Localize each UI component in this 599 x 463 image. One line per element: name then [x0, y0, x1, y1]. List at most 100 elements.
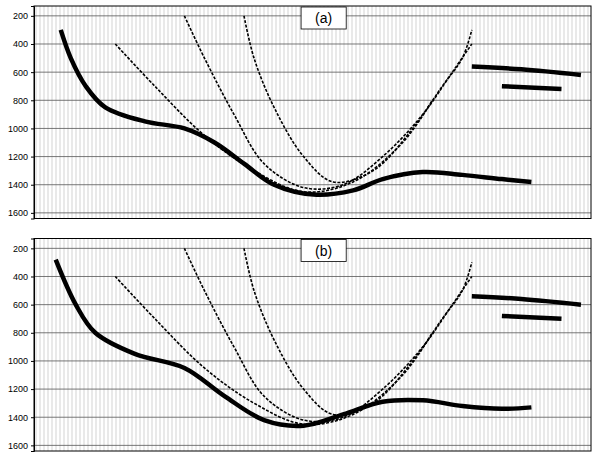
trace-line: [76, 6, 77, 219]
trace-line: [324, 6, 325, 219]
trace-line: [532, 6, 533, 219]
trace-line: [588, 239, 589, 452]
trace-line: [36, 239, 37, 452]
figure: 2004006008001000120014001600(a)200400600…: [0, 0, 599, 463]
trace-line: [64, 239, 65, 452]
panel-title: (a): [315, 10, 332, 26]
trace-line: [232, 239, 233, 452]
tick-mark: [31, 361, 34, 362]
trace-line: [448, 239, 449, 452]
trace-line: [332, 6, 333, 219]
tick-label: 1000: [8, 124, 28, 134]
frame: [34, 239, 591, 452]
trace-line: [196, 6, 197, 219]
trace-line: [404, 6, 405, 219]
trace-line: [148, 6, 149, 219]
grid-line: [34, 332, 591, 333]
trace-line: [368, 239, 369, 452]
trace-line: [396, 239, 397, 452]
trace-line: [460, 6, 461, 219]
trace-line: [448, 6, 449, 219]
title-box: (a): [301, 7, 346, 29]
trace-line: [436, 239, 437, 452]
trace-line: [516, 239, 517, 452]
trace-line: [92, 6, 93, 219]
trace-line: [212, 6, 213, 219]
event-line: [244, 16, 472, 183]
trace-line: [204, 239, 205, 452]
trace-line: [576, 6, 577, 219]
trace-line: [520, 6, 521, 219]
traces: [36, 239, 588, 452]
trace-line: [400, 239, 401, 452]
tick: 800: [13, 328, 34, 338]
trace-line: [484, 239, 485, 452]
trace-line: [172, 6, 173, 219]
trace-line: [168, 6, 169, 219]
event-line: [184, 248, 471, 421]
grid: [34, 16, 591, 213]
trace-line: [360, 239, 361, 452]
trace-line: [440, 6, 441, 219]
tick: 1400: [8, 180, 34, 190]
tick: 1200: [8, 384, 34, 394]
trace-line: [568, 6, 569, 219]
trace-line: [404, 239, 405, 452]
trace-line: [316, 239, 317, 452]
trace-line: [132, 239, 133, 452]
trace-line: [476, 239, 477, 452]
trace-line: [124, 6, 125, 219]
trace-line: [44, 239, 45, 452]
trace-line: [184, 6, 185, 219]
y-axis: 2004006008001000120014001600: [8, 239, 35, 452]
trace-line: [544, 6, 545, 219]
trace-line: [488, 6, 489, 219]
trace-line: [212, 239, 213, 452]
trace-line: [236, 6, 237, 219]
tick: 1000: [8, 124, 34, 134]
trace-line: [300, 239, 301, 452]
trace-line: [296, 6, 297, 219]
trace-line: [464, 6, 465, 219]
trace-line: [128, 6, 129, 219]
trace-line: [456, 6, 457, 219]
title-box: (b): [301, 240, 346, 262]
trace-line: [68, 6, 69, 219]
trace-line: [156, 6, 157, 219]
trace-line: [96, 6, 97, 219]
trace-line: [480, 239, 481, 452]
trace-line: [220, 6, 221, 219]
trace-line: [328, 6, 329, 219]
trace-line: [264, 6, 265, 219]
trace-line: [344, 6, 345, 219]
trace-line: [444, 6, 445, 219]
trace-line: [348, 239, 349, 452]
grid-line: [34, 445, 591, 446]
tick-mark: [31, 128, 34, 129]
traces: [36, 6, 588, 219]
trace-line: [468, 6, 469, 219]
trace-line: [256, 239, 257, 452]
trace-line: [220, 239, 221, 452]
trace-line: [512, 239, 513, 452]
trace-line: [536, 6, 537, 219]
trace-line: [260, 6, 261, 219]
event-line: [56, 260, 532, 426]
grid-line: [34, 43, 591, 44]
trace-line: [416, 6, 417, 219]
event-line: [502, 316, 562, 319]
trace-line: [504, 6, 505, 219]
axis-line: [31, 7, 35, 220]
trace-line: [540, 239, 541, 452]
trace-line: [88, 6, 89, 219]
trace-line: [228, 6, 229, 219]
trace-line: [420, 239, 421, 452]
tick-mark: [31, 417, 34, 418]
trace-line: [552, 6, 553, 219]
trace-line: [40, 239, 41, 452]
tick-mark: [31, 72, 34, 73]
trace-line: [568, 239, 569, 452]
trace-line: [556, 239, 557, 452]
trace-line: [412, 6, 413, 219]
trace-line: [452, 6, 453, 219]
